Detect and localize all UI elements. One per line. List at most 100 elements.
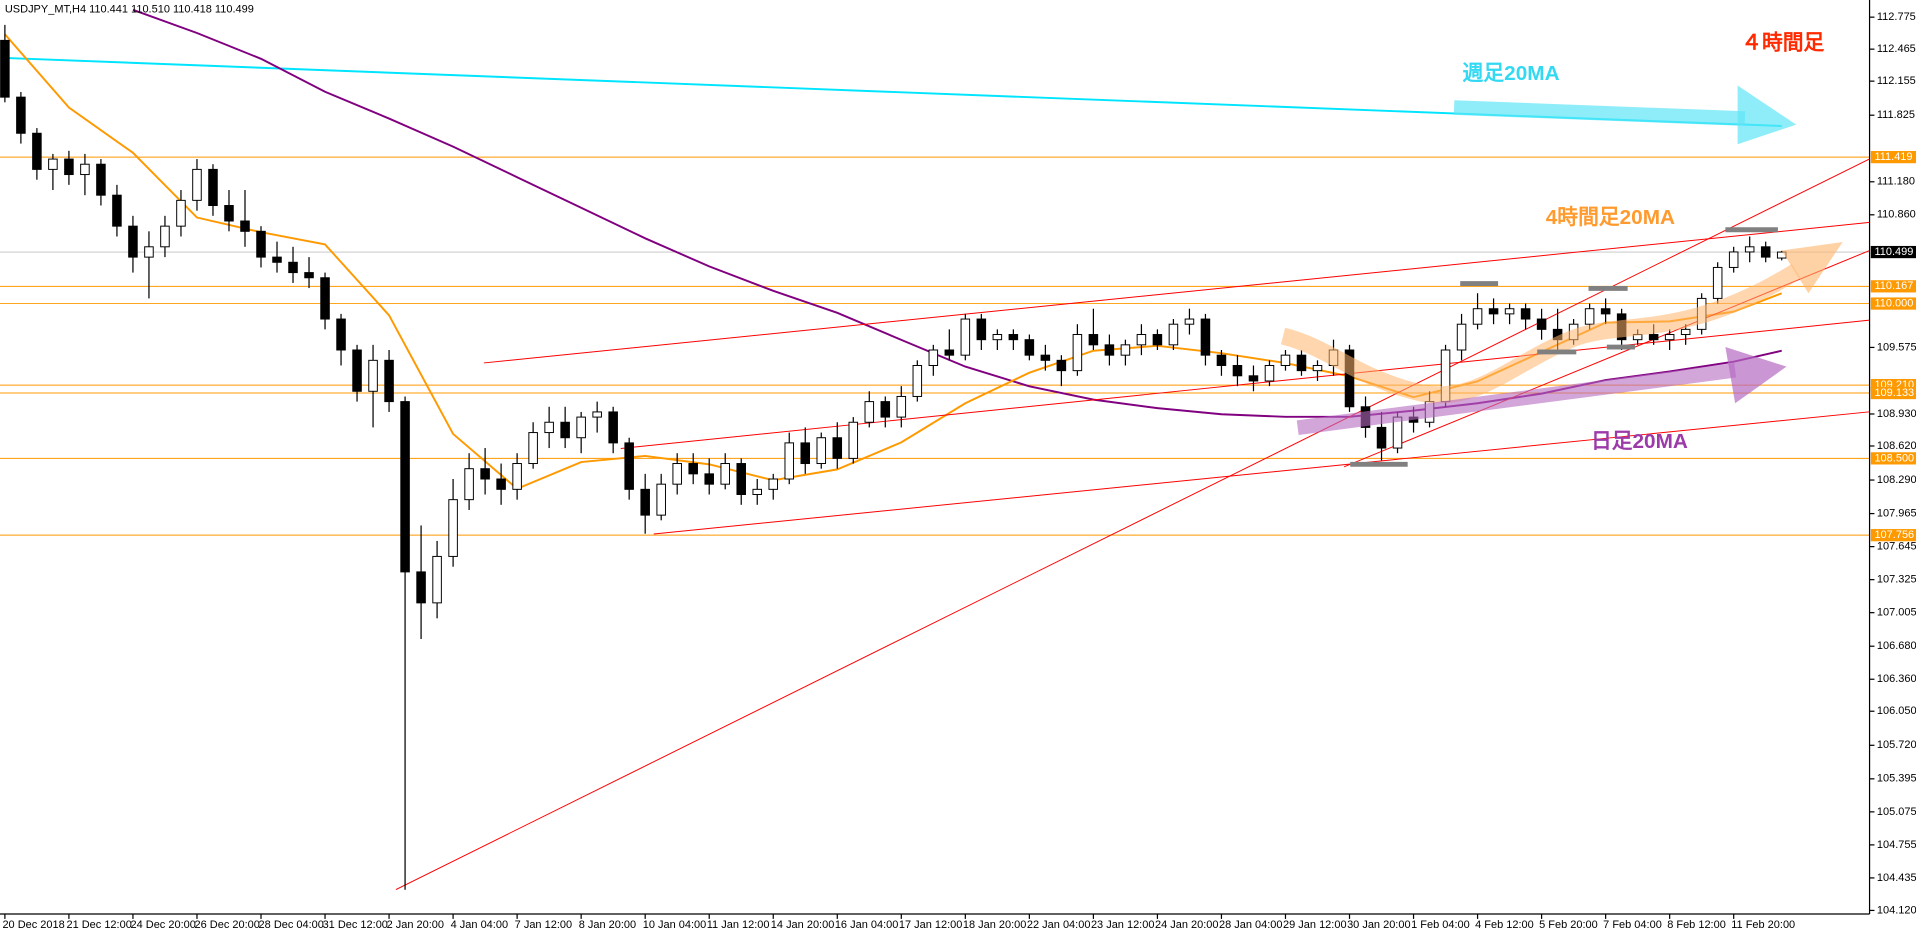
x-tick-label: 8 Jan 20:00 [579, 919, 636, 931]
level-label: 110.000 [1874, 297, 1913, 309]
candle-body [304, 272, 314, 279]
y-tick-label: 107.325 [1877, 574, 1916, 586]
candle-body [1504, 308, 1515, 315]
candle-body [640, 488, 650, 516]
candle-body [1664, 334, 1675, 341]
x-tick-label: 16 Jan 04:00 [835, 919, 899, 931]
candle-body [1264, 364, 1275, 382]
candle-body [1088, 334, 1099, 346]
level-label: 109.133 [1874, 387, 1914, 399]
x-tick-label: 21 Dec 12:00 [66, 919, 131, 931]
x-tick-label: 18 Jan 20:00 [963, 919, 1027, 931]
candle-body [912, 364, 923, 397]
candle-body [880, 401, 891, 418]
candle-body [1200, 318, 1211, 356]
current-price-label: 110.499 [1874, 246, 1913, 258]
x-tick-label: 26 Dec 20:00 [195, 919, 260, 931]
candle-body [1376, 426, 1387, 449]
x-tick-label: 10 Jan 04:00 [643, 919, 707, 931]
x-tick-label: 24 Dec 20:00 [131, 919, 196, 931]
candle-body [128, 225, 138, 258]
candle-body [16, 96, 26, 134]
x-tick-label: 22 Jan 04:00 [1027, 919, 1091, 931]
daily-ma-arrowhead [1725, 347, 1787, 404]
annotation: 4時間足20MA [1546, 205, 1675, 229]
candle-body [592, 411, 602, 418]
level-label-box [1870, 280, 1916, 293]
y-tick-label: 104.435 [1877, 872, 1916, 884]
x-tick-label: 31 Dec 12:00 [323, 919, 388, 931]
candle-body [1312, 364, 1323, 372]
annotation: 週足20MA [1463, 62, 1560, 85]
candle-body [1728, 251, 1739, 268]
x-tick-label: 14 Jan 20:00 [771, 919, 835, 931]
candle-body [1488, 308, 1499, 315]
level-label: 107.756 [1874, 529, 1914, 541]
x-tick-label: 7 Feb 04:00 [1603, 919, 1662, 931]
level-label-box [1870, 386, 1916, 400]
y-tick-label: 107.965 [1877, 507, 1916, 519]
candle-body [336, 318, 346, 351]
candle-body [448, 499, 458, 557]
y-tick-label: 110.860 [1877, 209, 1916, 221]
candle-body [736, 463, 746, 495]
candle-body [1056, 359, 1067, 372]
candle-body [1008, 334, 1019, 341]
candle-body [496, 478, 506, 490]
level-lines [0, 156, 1870, 536]
candle-body [656, 483, 666, 516]
level-label-box [1870, 529, 1916, 542]
candle-body [320, 277, 330, 320]
trendlines [395, 158, 1870, 891]
candle-body [1104, 344, 1115, 356]
y-tick-label: 104.755 [1877, 839, 1916, 851]
trendline [653, 411, 1870, 535]
level-label: 111.419 [1874, 151, 1912, 163]
marker-bars [1350, 227, 1778, 467]
daily-ma-arrow [1296, 363, 1737, 435]
y-tick-label: 111.825 [1877, 109, 1915, 121]
candle-body [544, 421, 554, 434]
candle-body [160, 225, 170, 248]
level-label-box [1870, 452, 1916, 465]
candle-body [1344, 349, 1355, 408]
y-tick-label: 106.360 [1877, 673, 1916, 685]
candle-body [1040, 354, 1051, 361]
x-tick-label: 1 Feb 04:00 [1411, 919, 1470, 931]
x-tick-label: 29 Jan 12:00 [1283, 919, 1347, 931]
level-label: 110.167 [1874, 280, 1913, 292]
candle-body [32, 132, 42, 170]
candle-body [512, 463, 522, 490]
x-tick-label: 11 Jan 12:00 [707, 919, 770, 931]
x-tick-label: 24 Jan 20:00 [1155, 919, 1219, 931]
candle-body [464, 468, 474, 501]
candle-body [992, 334, 1003, 341]
candle-body [528, 432, 538, 465]
candle-body [240, 220, 250, 232]
x-tick-label: 28 Jan 04:00 [1219, 919, 1283, 931]
candle-body [752, 488, 763, 495]
y-tick-label: 112.775 [1877, 11, 1916, 23]
h4-ma-arrowhead [1781, 241, 1843, 294]
x-tick-label: 30 Jan 20:00 [1347, 919, 1411, 931]
candle-body [1600, 308, 1611, 315]
y-tick-label: 111.180 [1877, 176, 1915, 188]
candle-body [1712, 266, 1723, 299]
candle-body [800, 442, 811, 465]
candle-body [352, 349, 362, 392]
candle-body [272, 256, 282, 263]
candle-body [864, 401, 875, 423]
x-tick-label: 4 Jan 04:00 [451, 919, 508, 931]
x-tick-label: 7 Jan 12:00 [515, 919, 572, 931]
trendline [395, 158, 1870, 891]
candle-body [960, 318, 971, 356]
candle-body [384, 359, 394, 403]
y-tick-label: 108.620 [1877, 440, 1916, 452]
candle-body [480, 468, 490, 480]
candle-body [704, 473, 714, 485]
candle-body [1648, 334, 1659, 341]
